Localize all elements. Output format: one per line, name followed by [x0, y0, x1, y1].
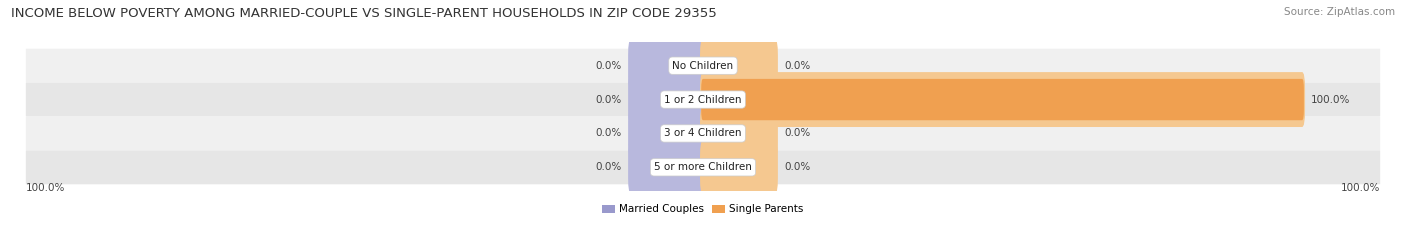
- FancyBboxPatch shape: [25, 150, 1381, 184]
- FancyBboxPatch shape: [25, 49, 1381, 83]
- Text: 0.0%: 0.0%: [785, 61, 810, 71]
- Text: 5 or more Children: 5 or more Children: [654, 162, 752, 172]
- Text: 100.0%: 100.0%: [1310, 95, 1350, 105]
- Text: 0.0%: 0.0%: [596, 95, 621, 105]
- FancyBboxPatch shape: [628, 106, 706, 161]
- Text: 0.0%: 0.0%: [785, 128, 810, 138]
- FancyBboxPatch shape: [700, 38, 778, 93]
- Text: 3 or 4 Children: 3 or 4 Children: [664, 128, 742, 138]
- Text: 100.0%: 100.0%: [27, 183, 66, 193]
- FancyBboxPatch shape: [700, 106, 778, 161]
- Legend: Married Couples, Single Parents: Married Couples, Single Parents: [599, 200, 807, 219]
- Text: 0.0%: 0.0%: [596, 61, 621, 71]
- Text: 1 or 2 Children: 1 or 2 Children: [664, 95, 742, 105]
- Text: INCOME BELOW POVERTY AMONG MARRIED-COUPLE VS SINGLE-PARENT HOUSEHOLDS IN ZIP COD: INCOME BELOW POVERTY AMONG MARRIED-COUPL…: [11, 7, 717, 20]
- Text: Source: ZipAtlas.com: Source: ZipAtlas.com: [1284, 7, 1395, 17]
- FancyBboxPatch shape: [700, 72, 1305, 127]
- FancyBboxPatch shape: [25, 116, 1381, 150]
- Text: 100.0%: 100.0%: [1340, 183, 1379, 193]
- FancyBboxPatch shape: [702, 79, 1303, 120]
- FancyBboxPatch shape: [700, 140, 778, 195]
- Text: No Children: No Children: [672, 61, 734, 71]
- FancyBboxPatch shape: [628, 72, 706, 127]
- Text: 0.0%: 0.0%: [785, 162, 810, 172]
- FancyBboxPatch shape: [25, 83, 1381, 116]
- FancyBboxPatch shape: [628, 140, 706, 195]
- Text: 0.0%: 0.0%: [596, 162, 621, 172]
- FancyBboxPatch shape: [628, 38, 706, 93]
- Text: 0.0%: 0.0%: [596, 128, 621, 138]
